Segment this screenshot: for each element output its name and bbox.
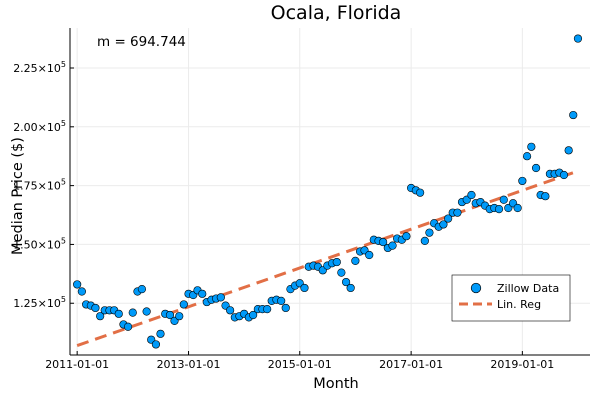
data-point xyxy=(128,308,137,317)
data-point xyxy=(277,296,286,305)
data-point xyxy=(249,310,258,320)
data-point xyxy=(96,312,105,321)
data-point xyxy=(499,195,508,204)
x-tick-label: 2017-01-01 xyxy=(379,358,443,371)
data-point xyxy=(156,329,165,338)
data-point xyxy=(263,305,272,314)
data-point xyxy=(137,285,147,294)
x-tick-label: 2011-01-01 xyxy=(45,358,109,371)
tick-labels: 2011-01-01 2013-01-01 2015-01-01 2017-01-01… xyxy=(13,60,554,371)
data-point xyxy=(420,236,429,246)
data-points xyxy=(73,34,583,349)
x-tick-label: 2019-01-01 xyxy=(490,358,554,371)
data-point xyxy=(573,34,583,43)
grid xyxy=(70,28,590,355)
data-point xyxy=(341,277,351,287)
y-tick-label: 2.25×105 xyxy=(13,60,66,75)
data-point xyxy=(531,163,541,173)
data-point xyxy=(351,256,360,265)
x-axis-label: Month xyxy=(313,376,358,392)
y-tick-label: 1.25×105 xyxy=(13,295,66,310)
data-point xyxy=(444,214,453,223)
data-point xyxy=(77,287,86,296)
data-point xyxy=(91,303,100,313)
data-point xyxy=(175,312,184,321)
data-point xyxy=(453,208,462,217)
legend-box xyxy=(451,274,571,322)
data-point xyxy=(179,300,188,309)
data-point xyxy=(73,280,82,289)
data-point xyxy=(300,283,309,293)
data-point xyxy=(527,142,536,151)
data-point xyxy=(151,340,161,349)
data-point xyxy=(402,232,411,241)
legend-marker-zillow xyxy=(470,282,482,294)
data-point xyxy=(142,307,151,316)
data-point xyxy=(123,322,133,331)
y-axis-label: Median Price ($) xyxy=(10,137,26,255)
data-point xyxy=(226,306,235,315)
data-point xyxy=(564,146,573,155)
legend-label-zillow: Zillow Data xyxy=(497,282,559,295)
data-point xyxy=(513,203,522,213)
y-tick-label: 1.50×105 xyxy=(13,236,66,251)
data-point xyxy=(198,289,207,298)
data-point xyxy=(518,176,527,186)
data-point xyxy=(522,152,532,161)
data-point xyxy=(416,188,425,197)
data-point xyxy=(559,170,569,180)
data-point xyxy=(346,283,355,293)
y-tick-label: 2.00×105 xyxy=(13,119,66,134)
regression-layer xyxy=(76,171,574,348)
legend-label-regression: Lin. Reg xyxy=(497,298,541,311)
chart-title: Ocala, Florida xyxy=(271,2,402,24)
slope-annotation: m = 694.744 xyxy=(97,34,186,50)
data-point xyxy=(425,228,434,237)
data-point xyxy=(494,205,504,214)
data-point xyxy=(439,220,448,229)
data-point xyxy=(281,303,290,313)
data-point xyxy=(467,190,476,200)
data-point xyxy=(569,110,578,120)
data-point xyxy=(365,250,374,260)
data-point xyxy=(114,309,123,318)
regression-line xyxy=(76,171,574,348)
legend: Zillow Data Lin. Reg xyxy=(451,274,571,322)
data-point xyxy=(332,257,341,267)
data-point xyxy=(165,310,175,320)
axes xyxy=(69,28,590,356)
data-point xyxy=(378,237,388,247)
x-tick-label: 2013-01-01 xyxy=(157,358,221,371)
data-point xyxy=(337,268,346,277)
x-tick-label: 2015-01-01 xyxy=(268,358,332,371)
y-tick-label: 1.75×105 xyxy=(13,178,66,193)
data-point xyxy=(388,241,397,250)
data-point xyxy=(541,192,550,201)
data-point xyxy=(216,293,225,302)
